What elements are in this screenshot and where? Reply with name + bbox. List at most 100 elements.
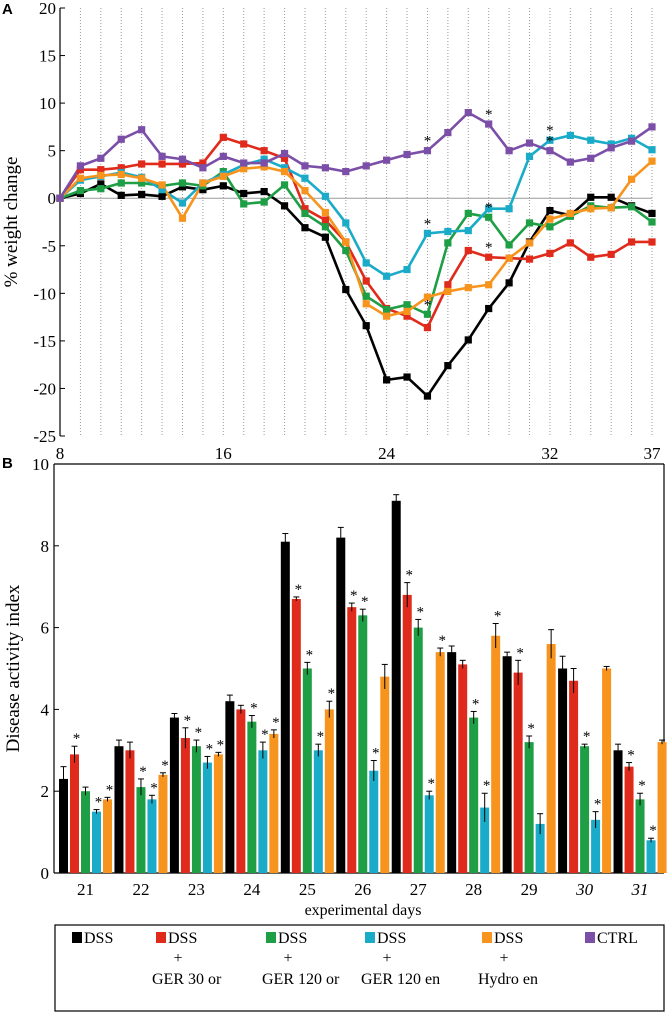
data-point-dss-hydro-en-day-25 [403, 307, 411, 316]
y-tick-label: 10 [32, 455, 49, 474]
legend-swatch-dss-ger-30-or [156, 932, 166, 943]
data-point-dss-day-15 [199, 186, 207, 194]
x-tick-label: 26 [354, 880, 371, 899]
data-point-dss-day-19 [280, 202, 289, 210]
data-point-dss-day-20 [301, 224, 309, 232]
y-axis-title: % weight change [1, 157, 22, 288]
significance-star: * [350, 588, 358, 604]
data-point-dss-ger-120-en-day-14 [178, 199, 187, 207]
data-point-dss-ger-120-or-day-29 [485, 213, 493, 221]
legend-label-line1: DSS [278, 930, 307, 947]
y-tick-label: 2 [41, 782, 50, 801]
data-point-ctrl-day-27 [444, 128, 452, 137]
y-tick-label: 0 [48, 189, 57, 208]
data-point-dss-day-17 [240, 189, 248, 198]
data-point-dss-ger-120-en-day-29 [485, 205, 493, 213]
data-point-dss-hydro-en-day-29 [485, 281, 493, 289]
data-point-dss-hydro-en-day-35 [607, 204, 615, 212]
x-tick-label: 25 [299, 880, 316, 899]
data-point-dss-ger-120-or-day-22 [342, 246, 350, 255]
data-point-ctrl-day-18 [260, 159, 268, 167]
bar-dss-ger-120-or-day-30 [580, 746, 590, 873]
series-line-dss-ger-30-or [58, 136, 652, 329]
significance-star: * [195, 725, 203, 741]
data-point-dss-ger-30-or-day-25 [403, 312, 411, 320]
data-point-dss-ger-120-en-day-24 [383, 272, 391, 280]
data-point-ctrl-day-11 [117, 135, 125, 143]
x-tick-label: 27 [410, 880, 428, 899]
data-point-dss-ger-120-en-day-26 [423, 229, 432, 238]
bar-dss-ger-120-en-day-29 [535, 823, 545, 873]
data-point-dss-ger-120-or-day-32 [546, 223, 554, 231]
data-point-ctrl-day-10 [97, 154, 105, 162]
data-point-ctrl-day-8 [56, 194, 64, 202]
data-point-dss-ger-120-or-day-27 [444, 239, 452, 247]
data-point-dss-ger-120-or-day-24 [383, 305, 391, 314]
data-point-dss-ger-120-or-day-10 [97, 185, 105, 193]
x-tick-label: 16 [215, 444, 232, 463]
data-point-dss-ger-120-or-day-23 [362, 292, 370, 300]
significance-star: * [483, 778, 491, 794]
data-point-dss-hydro-en-day-14 [178, 214, 187, 222]
x-tick-label: 21 [77, 880, 94, 899]
data-point-dss-hydro-en-day-13 [158, 181, 166, 189]
bar-dss-ger-120-en-day-22 [147, 799, 157, 873]
y-tick-label: 4 [41, 700, 50, 719]
data-point-dss-hydro-en-day-28 [464, 284, 472, 292]
significance-star: * [485, 200, 493, 216]
panel-b-letter: B [2, 455, 13, 472]
significance-star: * [139, 764, 147, 780]
data-point-dss-ger-30-or-day-9 [76, 166, 85, 174]
bar-dss-ger-30-or-day-21 [70, 754, 79, 873]
x-axis-title: experimental days [305, 902, 422, 919]
significance-star: * [516, 645, 524, 661]
significance-star: * [317, 729, 325, 745]
bar-dss-day-29 [502, 656, 512, 873]
bar-dss-ger-30-or-day-31 [624, 766, 634, 873]
significance-star: * [272, 715, 280, 731]
significance-star: * [295, 582, 303, 598]
bar-dss-ger-120-or-day-26 [358, 615, 368, 873]
y-tick-label: 8 [41, 537, 50, 556]
significance-star: * [73, 731, 81, 747]
bar-dss-ger-30-or-day-27 [402, 594, 412, 873]
x-tick-label: 23 [188, 880, 205, 899]
x-tick-label: 8 [56, 444, 65, 463]
bar-dss-ger-120-or-day-21 [81, 791, 90, 873]
data-point-dss-hydro-en-day-18 [260, 163, 268, 171]
bar-dss-hydro-en-day-25 [324, 709, 334, 873]
data-point-ctrl-day-19 [280, 149, 289, 158]
x-tick-label: 29 [521, 880, 538, 899]
data-point-dss-ger-120-or-day-18 [260, 198, 268, 206]
data-point-dss-ger-30-or-day-10 [97, 166, 105, 174]
y-tick-label: 6 [41, 619, 50, 638]
significance-star: * [594, 797, 602, 813]
data-point-dss-day-16 [219, 182, 227, 190]
bar-dss-hydro-en-day-28 [491, 635, 501, 873]
data-point-ctrl-day-31 [525, 139, 534, 147]
data-point-dss-ger-30-or-day-23 [362, 277, 370, 285]
legend-label-line3: GER 120 en [361, 971, 440, 988]
legend-label-line3: Hydro en [478, 971, 538, 988]
data-point-dss-ger-120-en-day-18 [260, 155, 268, 163]
data-point-ctrl-day-24 [383, 156, 391, 164]
bar-dss-hydro-en-day-23 [213, 754, 223, 873]
data-point-ctrl-day-22 [342, 167, 350, 176]
data-point-dss-day-29 [485, 304, 493, 313]
bar-dss-hydro-en-day-31 [657, 742, 667, 873]
bar-dss-day-30 [558, 668, 568, 873]
data-point-dss-day-30 [505, 279, 513, 287]
bar-dss-ger-120-en-day-30 [591, 819, 601, 873]
data-point-dss-ger-120-or-day-36 [627, 203, 636, 211]
data-point-ctrl-day-15 [199, 164, 207, 172]
data-point-dss-ger-120-en-day-25 [403, 265, 411, 274]
data-point-dss-hydro-en-day-12 [138, 174, 146, 182]
bar-dss-ger-120-or-day-22 [136, 787, 146, 873]
data-point-dss-ger-30-or-day-12 [138, 160, 146, 168]
legend-label-line1: DSS [84, 930, 113, 947]
x-tick-label: 22 [132, 880, 149, 899]
bar-dss-ger-120-en-day-26 [369, 770, 379, 873]
data-point-dss-ger-120-or-day-9 [76, 187, 85, 195]
data-point-dss-ger-120-en-day-13 [158, 186, 166, 194]
significance-star: * [438, 633, 446, 649]
